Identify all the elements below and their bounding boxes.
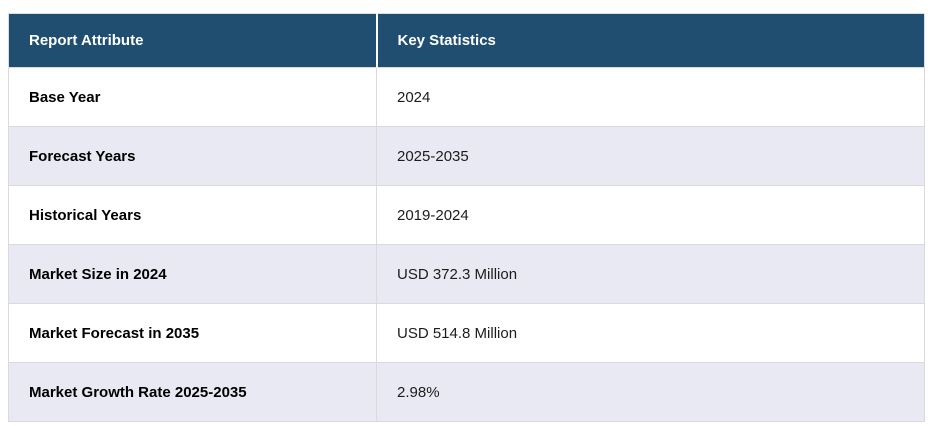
table-row: Market Size in 2024 USD 372.3 Million <box>8 244 925 304</box>
value-cell-base-year: 2024 <box>376 67 925 127</box>
report-statistics-table: Report Attribute Key Statistics Base Yea… <box>8 13 925 422</box>
attribute-cell-historical-years: Historical Years <box>8 185 377 245</box>
attribute-cell-forecast-years: Forecast Years <box>8 126 377 186</box>
table-row: Market Growth Rate 2025-2035 2.98% <box>8 362 925 422</box>
value-cell-market-forecast: USD 514.8 Million <box>376 303 925 363</box>
attribute-cell-growth-rate: Market Growth Rate 2025-2035 <box>8 362 377 422</box>
attribute-cell-market-forecast: Market Forecast in 2035 <box>8 303 377 363</box>
table-row: Market Forecast in 2035 USD 514.8 Millio… <box>8 303 925 363</box>
table-row: Forecast Years 2025-2035 <box>8 126 925 186</box>
attribute-cell-base-year: Base Year <box>8 67 377 127</box>
table-row: Historical Years 2019-2024 <box>8 185 925 245</box>
header-row: Report Attribute Key Statistics <box>8 13 925 68</box>
table-row: Base Year 2024 <box>8 67 925 127</box>
value-cell-historical-years: 2019-2024 <box>376 185 925 245</box>
attribute-cell-market-size: Market Size in 2024 <box>8 244 377 304</box>
table-body: Base Year 2024 Forecast Years 2025-2035 … <box>8 67 925 422</box>
value-cell-market-size: USD 372.3 Million <box>376 244 925 304</box>
value-cell-forecast-years: 2025-2035 <box>376 126 925 186</box>
header-report-attribute: Report Attribute <box>8 13 378 68</box>
header-key-statistics: Key Statistics <box>376 13 925 68</box>
table-header: Report Attribute Key Statistics <box>8 13 925 68</box>
value-cell-growth-rate: 2.98% <box>376 362 925 422</box>
